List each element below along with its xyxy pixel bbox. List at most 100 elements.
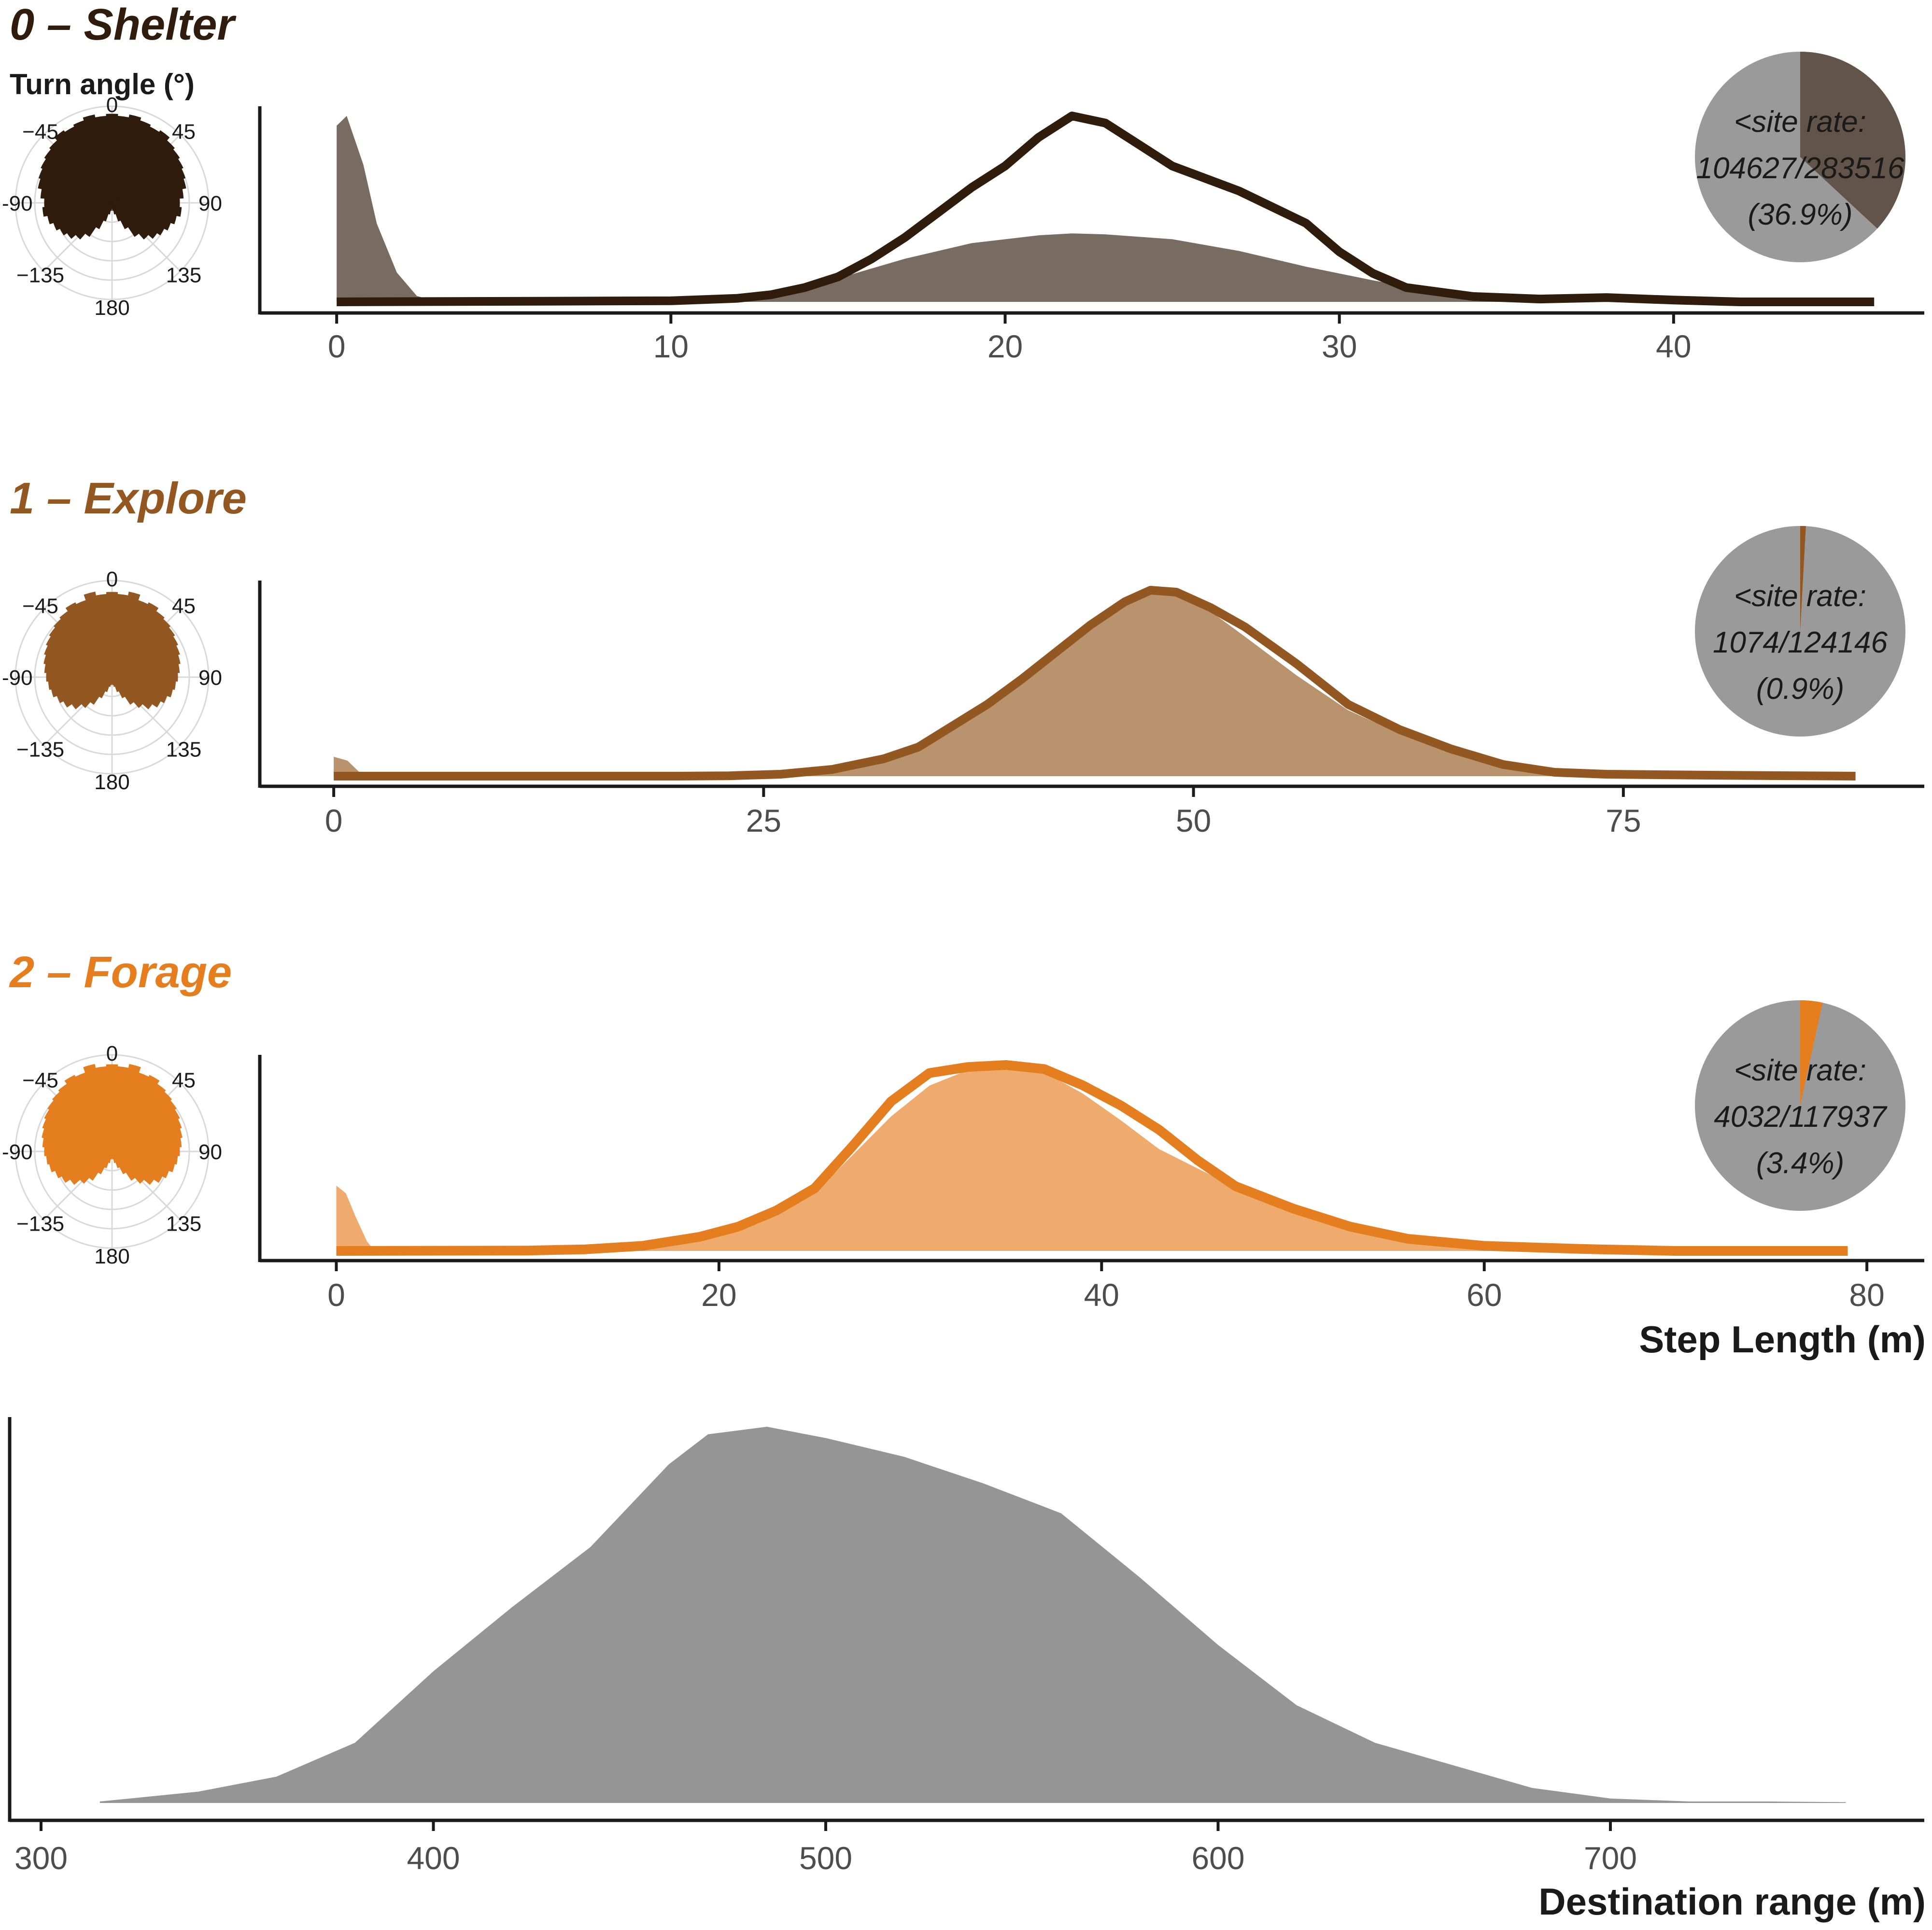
polar-wedge <box>112 1075 160 1152</box>
pie-slice-site-rate <box>1800 1000 1823 1106</box>
x-tick-label: 30 <box>1322 328 1357 364</box>
polar-wedge <box>112 158 183 203</box>
polar-tick-label: 45 <box>172 1069 196 1093</box>
polar-wedge <box>106 1064 118 1152</box>
density-fill-shelter <box>337 116 1875 302</box>
step-length-axis-label: Step Length (m) <box>1639 1318 1926 1361</box>
pie-label: <site rate: <box>1734 105 1866 139</box>
x-tick-label: 0 <box>327 1277 345 1313</box>
polar-wedge <box>112 140 175 203</box>
polar-wedge <box>112 1151 169 1178</box>
polar-wedge <box>112 677 153 710</box>
polar-wedge <box>54 130 113 203</box>
polar-wedge <box>112 1151 127 1175</box>
polar-wedge <box>112 1137 182 1152</box>
polar-wedge <box>112 1128 183 1152</box>
x-tick-label: 500 <box>799 1840 852 1876</box>
polar-wedge <box>112 1064 141 1152</box>
polar-wedge <box>112 677 161 708</box>
pie-label: 104627/283516 <box>1696 152 1904 185</box>
density-fill-explore <box>334 590 1856 776</box>
polar-tick-label: 180 <box>94 296 129 320</box>
polar-wedge <box>112 130 170 203</box>
polar-wedge <box>112 202 128 229</box>
polar-tick-label: -90 <box>2 192 33 215</box>
polar-wedge <box>112 168 186 203</box>
density-line-explore <box>334 586 1856 781</box>
polar-wedge <box>112 1109 180 1152</box>
panel-forage: 2 – Forage 0 45 90 135 180 −135 -90 −45 0 20 40 60… <box>2 948 1926 1361</box>
polar-wedge <box>83 114 113 203</box>
panel-title-explore: 1 – Explore <box>10 474 247 523</box>
polar-wedge <box>112 1100 177 1152</box>
polar-tick-label: −135 <box>16 738 64 762</box>
site-rate-pie-forage: <site rate: 4032/117937 (3.4%) <box>1695 1000 1905 1211</box>
polar-tick-label: 90 <box>198 1140 222 1164</box>
x-tick-label: 10 <box>653 328 689 364</box>
polar-tick-label: 0 <box>106 93 118 117</box>
pie-slice-site-rate <box>1800 52 1906 229</box>
x-tick-label: 75 <box>1606 803 1641 838</box>
polar-wedge <box>112 202 165 236</box>
polar-wedge <box>112 677 116 687</box>
polar-wedge <box>83 1064 113 1152</box>
step-density-shelter: 0 10 20 30 40 <box>258 106 1924 364</box>
destination-range-density: 300 400 500 600 700 <box>8 1417 1924 1876</box>
polar-tick-label: -90 <box>2 1140 33 1164</box>
panel-destination-range: 300 400 500 600 700 Destination range (m) <box>8 1417 1926 1923</box>
polar-wedge <box>112 202 171 231</box>
polar-tick-label: −135 <box>16 264 64 287</box>
x-tick-label: 40 <box>1656 328 1691 364</box>
panel-title-shelter: 0 – Shelter <box>10 0 237 49</box>
polar-wedge <box>112 677 126 698</box>
polar-wedge <box>42 202 113 217</box>
x-tick-label: 300 <box>14 1840 68 1876</box>
polar-wedge <box>112 202 121 222</box>
polar-wedge <box>112 202 149 240</box>
turn-angle-rose-explore: 0 45 90 135 180 −135 -90 −45 <box>2 568 222 794</box>
polar-wedge <box>112 202 157 239</box>
polar-wedge <box>112 149 180 203</box>
pie-label: 1074/124146 <box>1713 626 1888 659</box>
x-tick-label: 50 <box>1176 803 1211 838</box>
polar-tick-label: −135 <box>16 1212 64 1236</box>
polar-tick-label: −45 <box>22 120 58 144</box>
polar-tick-label: 0 <box>106 568 118 591</box>
polar-wedge <box>112 1151 120 1168</box>
polar-tick-label: 180 <box>94 1245 129 1268</box>
polar-wedge <box>112 677 143 708</box>
polar-wedge <box>112 1083 166 1152</box>
polar-wedge <box>112 645 180 678</box>
polar-wedge <box>112 627 175 678</box>
step-density-forage: 0 20 40 60 80 <box>258 1055 1924 1313</box>
polar-wedge <box>106 114 118 203</box>
polar-wedge <box>112 677 119 692</box>
polar-tick-label: 90 <box>198 192 222 215</box>
x-tick-label: 60 <box>1467 1277 1502 1313</box>
polar-tick-label: 135 <box>166 1212 201 1236</box>
pie-slice-site-rate <box>1800 525 1806 631</box>
pie-label: (3.4%) <box>1756 1147 1845 1180</box>
density-line-shelter <box>337 112 1875 306</box>
panel-title-forage: 2 – Forage <box>9 948 232 997</box>
polar-wedge <box>112 1151 155 1185</box>
polar-wedge <box>112 1151 163 1183</box>
x-tick-label: 700 <box>1584 1840 1637 1876</box>
polar-wedge <box>112 1151 144 1184</box>
polar-wedge <box>65 602 113 678</box>
polar-wedge <box>112 636 178 678</box>
x-tick-label: 20 <box>701 1277 736 1313</box>
x-tick-label: 80 <box>1849 1277 1884 1313</box>
polar-tick-label: 135 <box>166 264 201 287</box>
pie-label: (0.9%) <box>1756 672 1845 706</box>
polar-wedge <box>112 654 181 678</box>
density-fill-forage <box>336 1064 1848 1251</box>
density-fill-range <box>99 1427 1846 1803</box>
polar-tick-label: 45 <box>172 120 196 144</box>
polar-wedge <box>112 677 168 703</box>
x-tick-label: 40 <box>1084 1277 1119 1313</box>
step-density-explore: 0 25 50 75 <box>258 581 1924 838</box>
polar-wedge <box>112 114 141 203</box>
polar-wedge <box>112 1151 136 1181</box>
site-rate-pie-explore: <site rate: 1074/124146 (0.9%) <box>1695 525 1905 737</box>
